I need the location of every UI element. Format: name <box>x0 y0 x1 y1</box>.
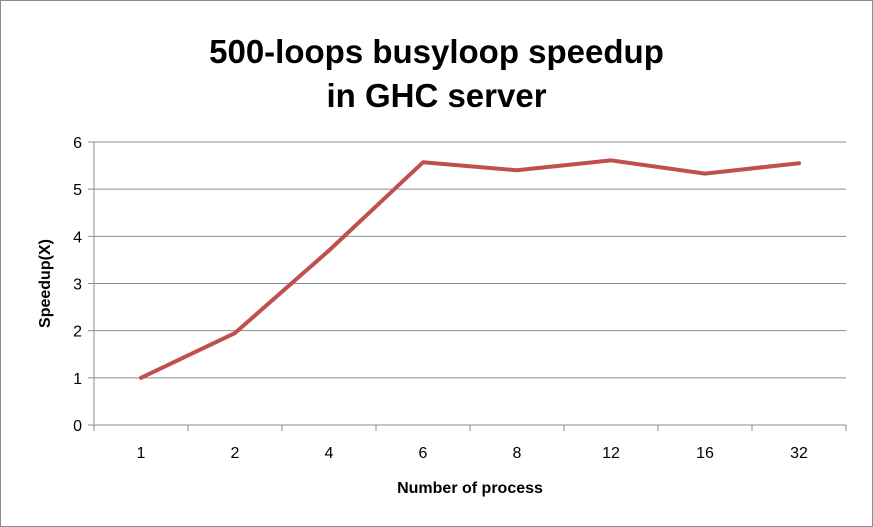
axes <box>88 141 847 431</box>
x-tick-label: 4 <box>325 445 334 462</box>
y-tick-label: 0 <box>73 418 82 435</box>
series-line <box>139 158 801 380</box>
y-tick-labels: 0 1 2 3 4 5 6 <box>73 135 82 435</box>
chart-title: 500-loops busyloop speedup in GHC server <box>0 30 873 118</box>
y-tick-label: 1 <box>73 371 82 388</box>
x-tick-label: 2 <box>231 445 240 462</box>
grid-lines <box>94 141 846 379</box>
y-tick-label: 5 <box>73 182 82 199</box>
x-tick-label: 16 <box>696 445 714 462</box>
y-axis-title: Speedup(X) <box>37 239 54 328</box>
x-tick-label: 6 <box>419 445 428 462</box>
x-axis-title: Number of process <box>397 480 543 497</box>
x-tick-labels: 1 2 4 6 8 12 16 32 <box>137 445 808 462</box>
y-tick-label: 2 <box>73 324 82 341</box>
series-group <box>139 158 801 380</box>
x-tick-label: 32 <box>790 445 808 462</box>
x-tick-label: 1 <box>137 445 146 462</box>
y-tick-label: 3 <box>73 277 82 294</box>
chart-title-line-2: in GHC server <box>326 77 547 114</box>
x-tick-label: 8 <box>513 445 522 462</box>
x-tick-label: 12 <box>602 445 620 462</box>
chart-title-line-1: 500-loops busyloop speedup <box>209 33 664 70</box>
y-tick-label: 6 <box>73 135 82 152</box>
y-tick-label: 4 <box>73 229 82 246</box>
